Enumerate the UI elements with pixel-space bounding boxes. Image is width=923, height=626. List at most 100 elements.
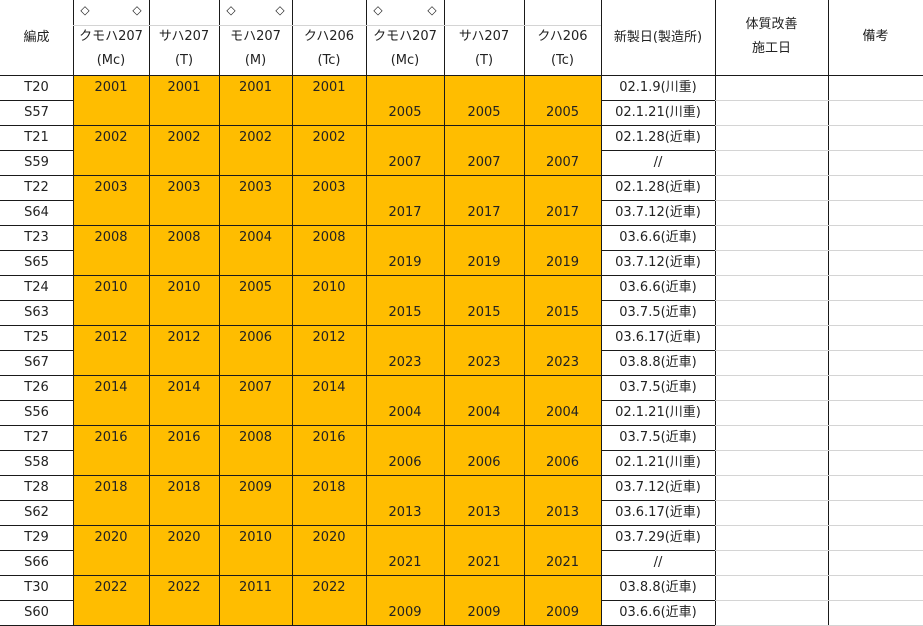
car-number: 2015 xyxy=(388,305,422,320)
row-divider xyxy=(0,400,73,401)
built-date: 03.7.12(近車) xyxy=(615,480,701,495)
column-divider xyxy=(219,0,220,625)
car-number: 2001 xyxy=(238,80,273,95)
row-subdivider xyxy=(715,500,923,501)
row-subdivider xyxy=(715,575,923,576)
row-divider xyxy=(601,175,715,176)
car-type-code: (Mc) xyxy=(390,53,420,68)
unit-highlight xyxy=(73,125,601,175)
car-number: 2004 xyxy=(467,405,501,420)
row-divider xyxy=(73,575,601,576)
car-number: 2014 xyxy=(167,380,201,395)
car-number: 2018 xyxy=(167,480,201,495)
column-divider xyxy=(828,0,829,625)
formation-id-t: T29 xyxy=(24,530,49,545)
car-number: 2001 xyxy=(312,80,346,95)
car-number: 2008 xyxy=(312,230,346,245)
car-number: 2003 xyxy=(94,180,128,195)
built-date: // xyxy=(653,555,663,570)
row-subdivider xyxy=(715,475,923,476)
row-divider xyxy=(0,525,73,526)
row-divider xyxy=(0,300,73,301)
built-date: 02.1.28(近車) xyxy=(615,180,701,195)
row-divider xyxy=(601,450,715,451)
header-divider xyxy=(0,75,923,76)
row-divider xyxy=(0,600,73,601)
built-date: 03.6.17(近車) xyxy=(615,505,701,520)
row-divider xyxy=(0,175,73,176)
car-number: 2007 xyxy=(545,155,580,170)
formation-id-s: S63 xyxy=(24,305,49,320)
built-date: 03.7.5(近車) xyxy=(619,380,697,395)
car-number: 2021 xyxy=(467,555,501,570)
car-number: 2016 xyxy=(167,430,201,445)
car-number: 2022 xyxy=(167,580,201,595)
row-divider xyxy=(73,525,601,526)
row-divider xyxy=(0,125,73,126)
car-type-name: サハ207 xyxy=(158,29,210,44)
row-subdivider xyxy=(715,525,923,526)
row-divider xyxy=(0,475,73,476)
row-divider xyxy=(601,525,715,526)
row-divider xyxy=(73,275,601,276)
car-number: 2015 xyxy=(545,305,580,320)
car-number: 2018 xyxy=(312,480,346,495)
formation-id-s: S58 xyxy=(24,455,49,470)
car-number: 2012 xyxy=(94,330,128,345)
car-number: 2002 xyxy=(167,130,201,145)
car-type-code: (Tc) xyxy=(317,53,341,68)
row-divider xyxy=(601,250,715,251)
car-type-name: クモハ207 xyxy=(79,29,143,44)
car-type-code: (T) xyxy=(174,53,194,68)
row-divider xyxy=(601,100,715,101)
car-number: 2005 xyxy=(545,105,580,120)
car-mark-left: ◇ xyxy=(80,3,90,17)
row-divider xyxy=(0,575,73,576)
car-number: 2020 xyxy=(167,530,201,545)
unit-highlight xyxy=(73,525,601,575)
car-number: 2006 xyxy=(467,455,501,470)
formation-id-s: S57 xyxy=(24,105,49,120)
row-divider xyxy=(601,600,715,601)
built-date: 02.1.21(川重) xyxy=(615,405,701,420)
built-date: 03.7.5(近車) xyxy=(619,430,697,445)
unit-highlight xyxy=(73,425,601,475)
car-number: 2004 xyxy=(388,405,422,420)
built-date: 03.6.6(近車) xyxy=(619,230,697,245)
row-divider xyxy=(73,375,601,376)
column-divider xyxy=(73,0,74,625)
formation-id-t: T21 xyxy=(24,130,49,145)
car-type-name: サハ207 xyxy=(458,29,510,44)
car-number: 2009 xyxy=(388,605,422,620)
row-subdivider xyxy=(715,425,923,426)
row-divider xyxy=(0,375,73,376)
row-divider xyxy=(0,150,73,151)
car-number: 2003 xyxy=(167,180,201,195)
header-renewal: 体質改善 xyxy=(745,17,798,32)
header-formation: 編成 xyxy=(23,30,50,45)
unit-highlight xyxy=(73,575,601,625)
car-number: 2013 xyxy=(388,505,422,520)
unit-highlight xyxy=(73,325,601,375)
built-date: 02.1.21(川重) xyxy=(615,105,701,120)
row-divider xyxy=(0,100,73,101)
car-number: 2010 xyxy=(312,280,346,295)
car-number: 2022 xyxy=(312,580,346,595)
car-number: 2004 xyxy=(238,230,273,245)
built-date: 02.1.28(近車) xyxy=(615,130,701,145)
car-number: 2022 xyxy=(94,580,128,595)
row-divider xyxy=(601,150,715,151)
car-number: 2013 xyxy=(545,505,580,520)
column-divider xyxy=(149,0,150,625)
built-date: 03.6.6(近車) xyxy=(619,605,697,620)
row-subdivider xyxy=(715,375,923,376)
formation-id-s: S59 xyxy=(24,155,49,170)
car-number: 2017 xyxy=(388,205,422,220)
formation-id-t: T20 xyxy=(24,80,49,95)
row-subdivider xyxy=(715,325,923,326)
car-number: 2015 xyxy=(467,305,501,320)
row-subdivider xyxy=(715,125,923,126)
column-divider xyxy=(601,0,602,625)
car-type-name: モハ207 xyxy=(230,29,281,44)
formation-id-t: T26 xyxy=(24,380,49,395)
